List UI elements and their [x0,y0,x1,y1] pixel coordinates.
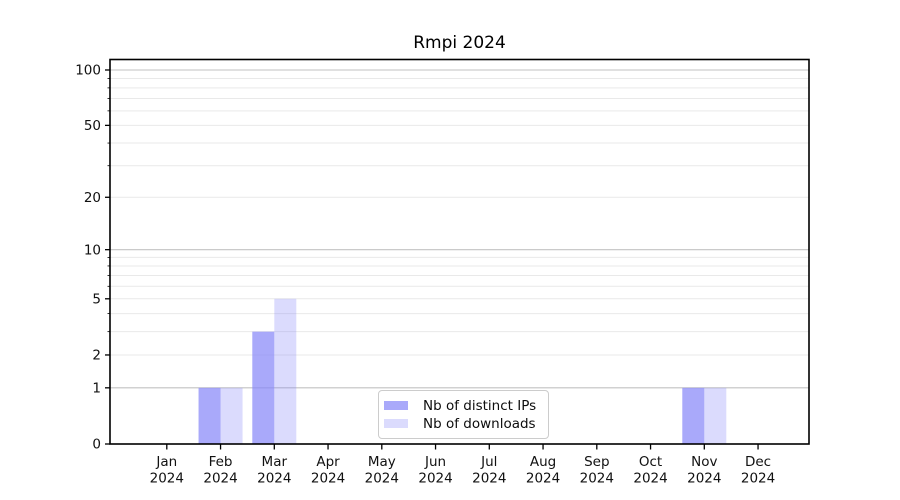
x-tick-label-year: 2024 [257,471,291,487]
y-tick-label: 2 [92,348,101,364]
bar-downloads [704,387,727,444]
legend-swatch-distinct-ips-icon [384,401,408,410]
x-tick-label-month: Jul [480,454,497,470]
x-tick-label-year: 2024 [472,471,506,487]
bar-downloads [220,387,243,444]
x-tick-label-month: Sep [584,454,609,470]
x-tick-label-year: 2024 [633,471,667,487]
x-tick-label-month: Jun [424,454,446,470]
x-tick-label-month: Dec [745,454,771,470]
y-tick-label: 0 [92,437,101,453]
x-tick-label-month: Apr [316,454,340,470]
x-tick-label-month: May [368,454,396,470]
bar-distinct-ips [252,331,275,444]
x-tick-label-month: Mar [262,454,288,470]
x-tick-label-year: 2024 [526,471,560,487]
x-tick-label-year: 2024 [687,471,721,487]
x-tick-label-year: 2024 [150,471,184,487]
y-tick-label: 10 [84,242,101,258]
plot-border [109,58,810,445]
y-tick-label: 5 [92,291,101,307]
x-tick-label-year: 2024 [203,471,237,487]
x-tick-label-month: Aug [530,454,556,470]
legend-item-distinct-ips: Nb of distinct IPs [384,397,536,414]
x-tick-label-year: 2024 [311,471,345,487]
x-tick-label-month: Nov [691,454,717,470]
y-tick-label: 20 [84,190,101,206]
legend-swatch-downloads-icon [384,419,408,428]
y-tick-label: 50 [84,118,101,134]
bar-distinct-ips [682,387,705,444]
x-tick-label-month: Jan [155,454,177,470]
x-tick-label-month: Feb [209,454,233,470]
chart-title: Rmpi 2024 [413,33,506,53]
x-tick-label-year: 2024 [741,471,775,487]
y-tick-label: 1 [92,381,101,397]
x-tick-label-year: 2024 [418,471,452,487]
x-tick-label-month: Oct [639,454,662,470]
bar-distinct-ips [198,387,221,444]
x-tick-label-year: 2024 [580,471,614,487]
legend: Nb of distinct IPs Nb of downloads [378,390,550,439]
y-tick-label: 100 [75,63,101,79]
legend-label-downloads: Nb of downloads [423,415,536,432]
x-tick-label-year: 2024 [365,471,399,487]
bar-downloads [274,298,297,444]
legend-item-downloads: Nb of downloads [384,415,536,432]
legend-label-distinct-ips: Nb of distinct IPs [423,397,537,414]
